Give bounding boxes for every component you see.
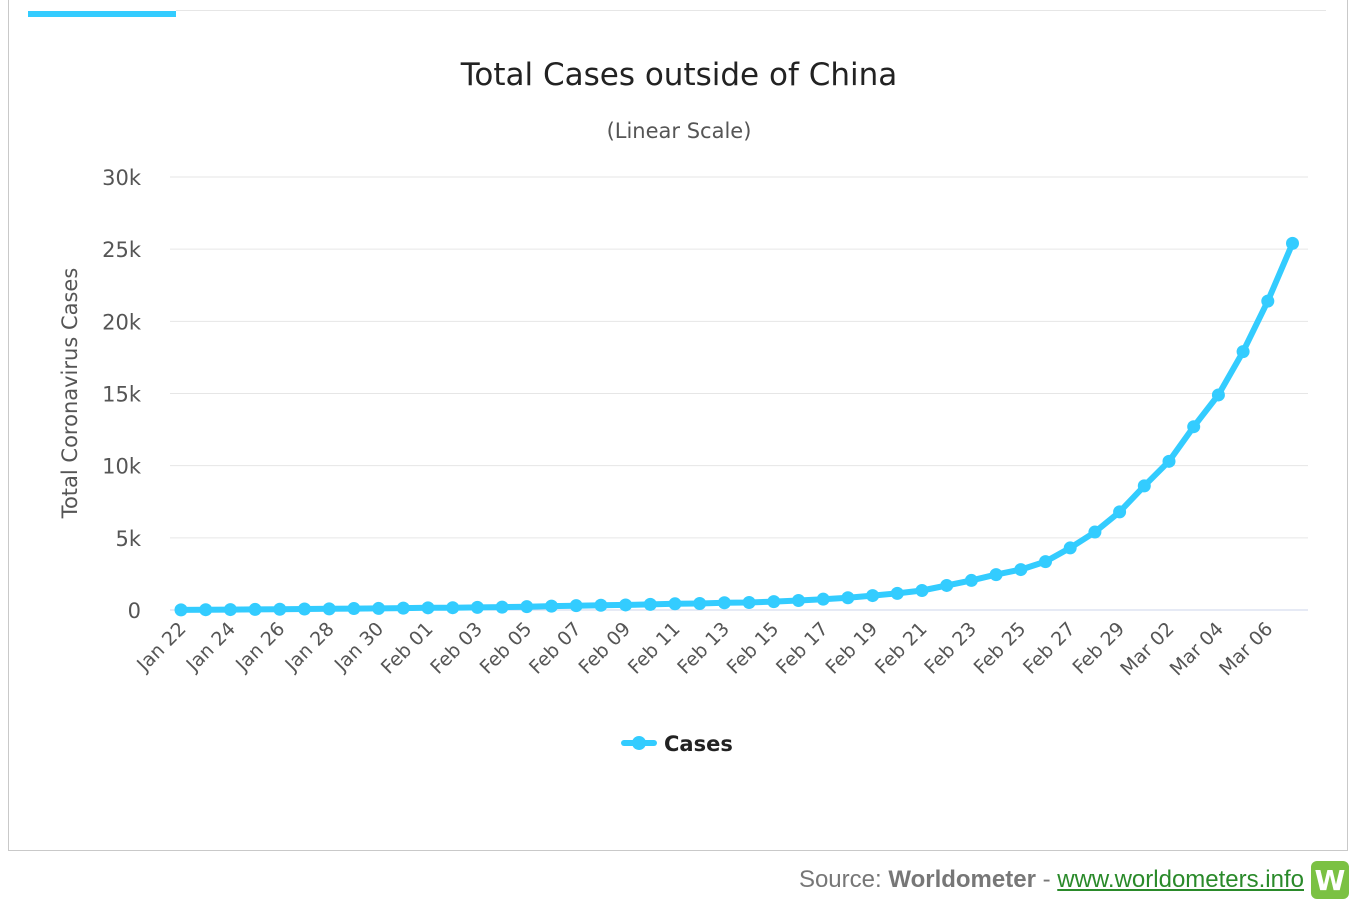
source-name: Worldometer [888, 866, 1036, 893]
x-tick-label: Mar 02 [1116, 618, 1178, 680]
y-tick-label: 10k [102, 455, 142, 479]
data-point[interactable] [816, 592, 830, 606]
data-point[interactable] [520, 600, 534, 614]
data-point[interactable] [1286, 236, 1299, 250]
data-point[interactable] [1211, 388, 1225, 402]
data-point[interactable] [248, 602, 262, 616]
legend-label-cases[interactable]: Cases [664, 732, 733, 756]
data-point[interactable] [717, 596, 731, 610]
data-point[interactable] [668, 597, 682, 611]
data-point[interactable] [347, 602, 361, 616]
x-tick-label: Feb 13 [673, 618, 734, 679]
data-point[interactable] [495, 600, 509, 614]
data-point[interactable] [569, 599, 583, 613]
x-tick-label: Jan 22 [132, 618, 190, 676]
accent-bar [28, 11, 176, 17]
legend[interactable]: Cases [621, 732, 733, 756]
y-tick-label: 25k [102, 238, 142, 262]
data-point[interactable] [940, 578, 954, 592]
source-link[interactable]: www.worldometers.info [1057, 866, 1304, 893]
data-point[interactable] [1088, 525, 1102, 539]
data-point[interactable] [174, 603, 188, 617]
data-point[interactable] [223, 603, 237, 617]
data-point[interactable] [890, 586, 904, 600]
data-point[interactable] [964, 573, 978, 587]
data-point[interactable] [1113, 505, 1127, 519]
data-point[interactable] [322, 602, 336, 616]
x-tick-label: Feb 07 [525, 618, 586, 679]
data-point[interactable] [1014, 563, 1028, 577]
data-point[interactable] [915, 584, 929, 598]
y-axis-label: Total Coronavirus Cases [58, 268, 82, 520]
data-point[interactable] [1261, 294, 1275, 308]
data-point[interactable] [298, 602, 311, 616]
data-point[interactable] [396, 601, 410, 615]
x-tick-label: Feb 11 [624, 618, 685, 679]
data-point[interactable] [421, 601, 435, 615]
y-axis-ticks: 0 5k 10k 15k 20k 25k 30k [102, 166, 142, 623]
x-tick-label: Jan 30 [330, 618, 388, 676]
x-tick-label: Feb 05 [476, 618, 537, 679]
data-point[interactable] [619, 598, 633, 612]
data-point[interactable] [792, 593, 805, 607]
series-cases [174, 236, 1299, 617]
legend-marker-icon [632, 736, 646, 750]
x-tick-label: Feb 27 [1019, 618, 1080, 679]
source-prefix: Source: [798, 866, 889, 893]
x-tick-label: Feb 03 [426, 618, 487, 679]
chart-frame [8, 0, 1348, 851]
chart-subtitle: (Linear Scale) [607, 119, 752, 143]
grid-lines [170, 176, 1308, 611]
data-point[interactable] [866, 589, 880, 603]
x-tick-label: Feb 25 [970, 618, 1031, 679]
x-tick-label: Feb 09 [574, 618, 635, 679]
data-point[interactable] [372, 601, 386, 615]
data-point[interactable] [1039, 555, 1052, 569]
data-point[interactable] [470, 600, 484, 614]
data-point[interactable] [1236, 345, 1250, 359]
y-tick-label: 0 [128, 599, 141, 623]
x-tick-label: Feb 23 [920, 618, 981, 679]
data-point[interactable] [545, 599, 558, 613]
data-point[interactable] [594, 598, 608, 612]
x-tick-label: Feb 17 [772, 618, 833, 679]
x-tick-label: Feb 19 [821, 618, 882, 679]
y-tick-label: 30k [102, 166, 142, 190]
x-tick-label: Feb 15 [723, 618, 784, 679]
data-point[interactable] [989, 568, 1003, 582]
y-tick-label: 5k [115, 527, 141, 551]
x-tick-label: Jan 26 [231, 618, 289, 676]
x-tick-label: Jan 28 [280, 618, 338, 676]
series-line [178, 240, 1296, 613]
data-point[interactable] [767, 595, 781, 609]
data-point[interactable] [643, 597, 657, 611]
source-credit: Source: Worldometer - www.worldometers.i… [799, 866, 1304, 894]
y-tick-label: 15k [102, 383, 142, 407]
data-point[interactable] [446, 601, 460, 615]
data-point[interactable] [693, 597, 707, 611]
y-tick-label: 20k [102, 310, 142, 334]
data-point[interactable] [742, 595, 756, 609]
data-point[interactable] [1187, 420, 1201, 434]
data-point[interactable] [199, 603, 213, 617]
x-tick-label: Feb 01 [377, 618, 438, 679]
data-point[interactable] [1137, 479, 1151, 493]
x-tick-label: Feb 21 [871, 618, 932, 679]
data-point[interactable] [1063, 541, 1077, 555]
worldometer-logo-icon[interactable]: W [1311, 861, 1349, 899]
x-tick-label: Mar 06 [1215, 618, 1277, 680]
frame-top-border [176, 10, 1326, 11]
x-tick-label: Mar 04 [1166, 618, 1228, 680]
source-separator: - [1035, 866, 1058, 893]
data-point[interactable] [1162, 454, 1176, 468]
data-point[interactable] [273, 602, 287, 616]
data-point[interactable] [841, 591, 855, 605]
chart-title: Total Cases outside of China [460, 57, 898, 93]
x-tick-label: Jan 24 [182, 618, 240, 676]
